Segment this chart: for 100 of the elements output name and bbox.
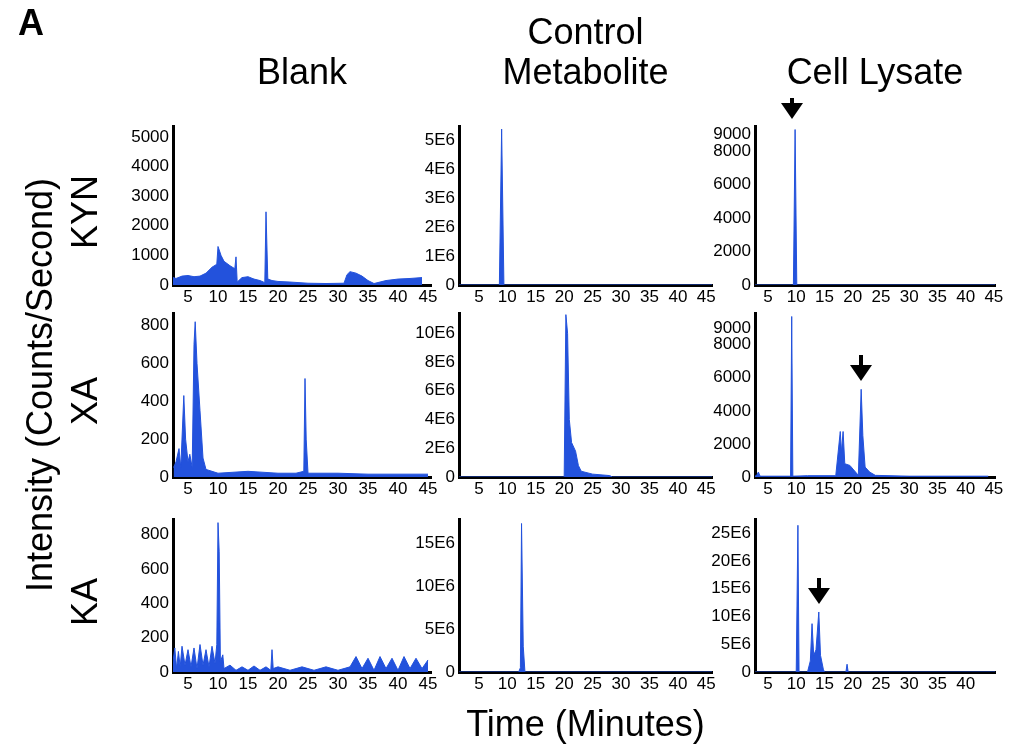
x-tick-label: 30	[899, 286, 919, 306]
y-tick-label: 2E6	[424, 437, 455, 457]
y-tick-label: 25E6	[711, 522, 751, 542]
y-tick-label: 4000	[713, 400, 751, 420]
x-tick-label: 45	[418, 478, 438, 498]
x-tick-label: 25	[583, 286, 603, 306]
x-tick-label: 35	[927, 673, 947, 693]
y-tick-label: 8000	[713, 334, 751, 354]
x-tick-label: 10	[497, 478, 517, 498]
y-tick-label: 800	[140, 315, 169, 335]
y-tick-label: 2E6	[424, 216, 455, 236]
text: Intensity (Counts/Second)	[19, 177, 61, 593]
y-tick-label: 5000	[131, 126, 169, 146]
x-tick-label: 20	[843, 286, 863, 306]
x-tick-label: 40	[668, 673, 688, 693]
x-tick-label: 15	[815, 673, 834, 693]
x-tick-label: 10	[786, 673, 806, 693]
y-axis-title: XA	[64, 376, 105, 426]
x-tick-label: 15	[526, 673, 546, 693]
x-tick-label: 25	[583, 478, 603, 498]
x-tick-label: 10	[497, 286, 517, 306]
x-tick-label: 5	[183, 286, 193, 306]
y-tick-label: 3E6	[424, 188, 455, 208]
x-tick-label: 15	[815, 478, 834, 498]
x-tick-label: 30	[328, 673, 348, 693]
x-tick-label: 35	[358, 286, 378, 306]
chart-title: Blank	[255, 51, 349, 92]
x-tick-label: 15	[238, 673, 258, 693]
x-tick-label: 35	[927, 286, 947, 306]
x-tick-label: 25	[871, 673, 891, 693]
x-tick-label: 25	[871, 286, 891, 306]
y-tick-label: 2000	[713, 433, 751, 453]
x-tick-label: 20	[268, 286, 288, 306]
x-tick-label: 45	[696, 673, 716, 693]
y-tick-label: 4E6	[424, 159, 455, 179]
x-tick-label: 10	[786, 478, 806, 498]
y-tick-label: 5E6	[424, 130, 455, 150]
x-tick-label: 30	[611, 673, 631, 693]
y-tick-label: 10E6	[415, 323, 455, 342]
x-tick-label: 30	[328, 286, 348, 306]
x-tick-label: 20	[843, 478, 863, 498]
x-tick-label: 20	[554, 286, 574, 306]
y-tick-label: 200	[140, 627, 169, 647]
y-axis-title: KA	[64, 577, 105, 626]
x-tick-label: 40	[668, 286, 688, 306]
y-tick-label: 1000	[131, 245, 169, 265]
x-tick-label: 15	[238, 478, 258, 498]
x-tick-label: 45	[984, 286, 1004, 306]
x-tick-label: 30	[899, 478, 919, 498]
x-tick-label: 25	[298, 478, 318, 498]
y-tick-label: 400	[140, 390, 169, 410]
x-tick-label: 5	[183, 673, 193, 693]
x-tick-label: 35	[927, 478, 947, 498]
x-tick-label: 10	[208, 673, 228, 693]
x-tick-label: 5	[474, 286, 484, 306]
x-tick-label: 45	[696, 478, 716, 498]
x-tick-label: 15	[238, 286, 258, 306]
y-tick-label: 600	[140, 558, 169, 578]
y-tick-label: 400	[140, 593, 169, 613]
y-tick-label: 3000	[131, 185, 169, 205]
y-tick-label: 0	[741, 661, 751, 681]
x-tick-label: 15	[526, 478, 546, 498]
x-tick-label: 20	[554, 478, 574, 498]
x-tick-label: 30	[611, 286, 631, 306]
x-tick-label: 10	[786, 286, 806, 306]
y-tick-label: 600	[140, 353, 169, 373]
y-tick-label: 6000	[713, 174, 751, 194]
y-tick-label: 15E6	[415, 532, 455, 552]
y-tick-label: 1E6	[424, 245, 455, 265]
y-tick-label: 0	[741, 274, 751, 294]
y-tick-label: 4000	[131, 156, 169, 176]
x-tick-label: 30	[328, 478, 348, 498]
y-tick-label: 10E6	[711, 606, 751, 626]
y-tick-label: 20E6	[711, 550, 751, 570]
x-tick-label: 15	[526, 286, 546, 306]
y-tick-label: 5E6	[720, 633, 751, 653]
y-tick-label: 800	[140, 524, 169, 544]
x-tick-label: 40	[388, 478, 408, 498]
y-tick-label: 0	[445, 661, 455, 681]
x-tick-label: 45	[418, 286, 438, 306]
x-tick-label: 35	[640, 478, 659, 498]
x-tick-label: 20	[843, 673, 863, 693]
y-tick-label: 4000	[713, 207, 751, 227]
x-tick-label: 35	[640, 673, 659, 693]
x-tick-label: 20	[268, 673, 288, 693]
y-tick-label: 2000	[131, 215, 169, 235]
y-tick-label: 10E6	[415, 575, 455, 595]
x-tick-label: 10	[497, 673, 517, 693]
x-tick-label: 35	[358, 478, 378, 498]
y-tick-label: 5E6	[424, 618, 455, 638]
x-tick-label: 45	[984, 478, 1004, 498]
x-tick-label: 25	[298, 286, 318, 306]
x-tick-label: 5	[763, 286, 773, 306]
x-tick-label: 40	[388, 673, 408, 693]
x-tick-label: 5	[474, 673, 484, 693]
y-tick-label: 9000	[713, 317, 751, 337]
y-tick-label: 0	[159, 466, 169, 486]
x-tick-label: 35	[640, 286, 659, 306]
x-tick-label: 45	[696, 286, 716, 306]
text: A	[18, 2, 44, 44]
